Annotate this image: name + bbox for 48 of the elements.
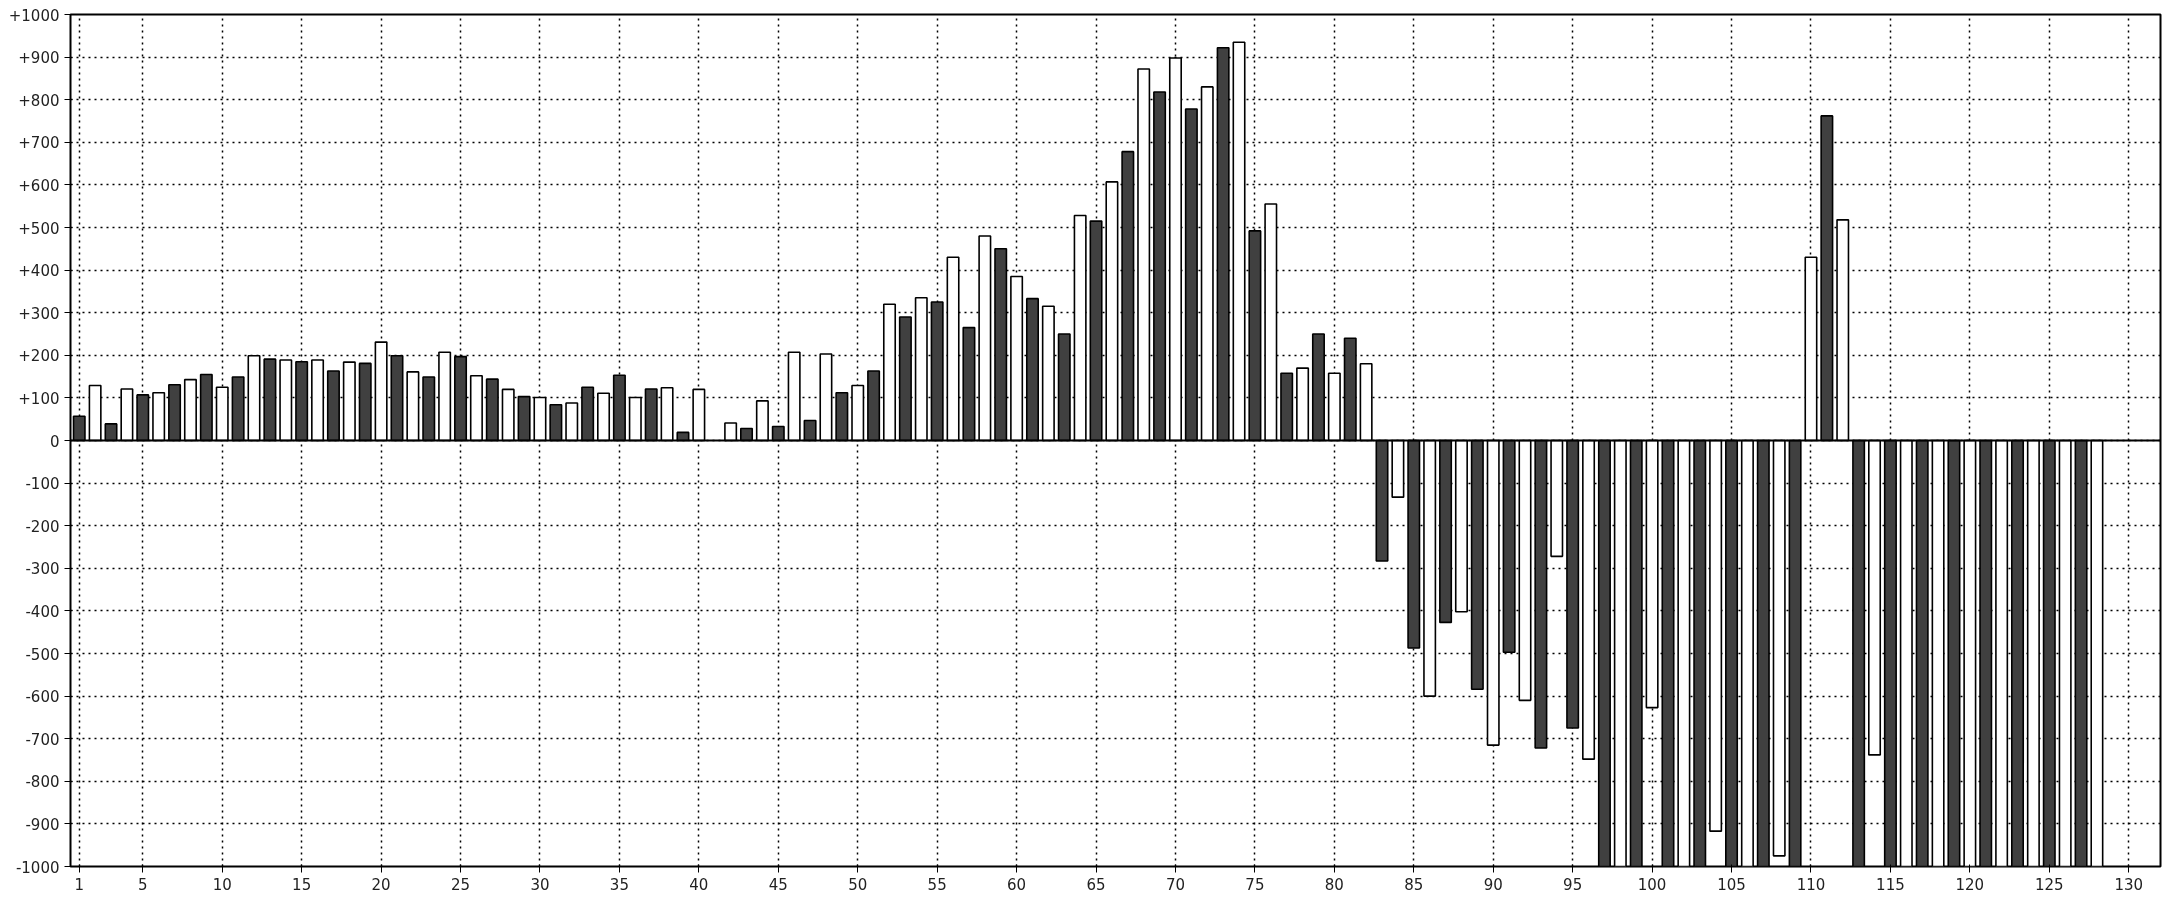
x-tick-label: 55 xyxy=(927,875,947,894)
y-tick-label: -900 xyxy=(25,815,60,834)
y-tick-label: +700 xyxy=(18,134,60,153)
x-tick-label: 50 xyxy=(848,875,868,894)
x-tick-label: 95 xyxy=(1563,875,1583,894)
y-tick-label: -200 xyxy=(25,517,60,536)
y-tick-label: +100 xyxy=(18,389,60,408)
y-tick-label: +600 xyxy=(18,176,60,195)
x-tick-label: 110 xyxy=(1796,875,1826,894)
x-tick-label: 115 xyxy=(1876,875,1905,894)
x-tick-label: 35 xyxy=(609,875,629,894)
y-tick-label: +300 xyxy=(18,304,60,323)
y-tick-label: +1000 xyxy=(8,6,60,25)
x-tick-label: 60 xyxy=(1007,875,1027,894)
x-tick-label: 90 xyxy=(1483,875,1503,894)
y-tick-label: +500 xyxy=(18,219,60,238)
x-tick-label: 80 xyxy=(1324,875,1344,894)
y-tick-label: -600 xyxy=(25,688,60,707)
y-tick-label: -400 xyxy=(25,602,60,621)
x-tick-label: 125 xyxy=(2034,875,2064,894)
x-tick-label: 45 xyxy=(768,875,788,894)
x-tick-label: 25 xyxy=(450,875,471,894)
y-tick-label: -1000 xyxy=(15,858,60,877)
x-tick-label: 15 xyxy=(292,875,312,894)
x-tick-label: 30 xyxy=(530,875,550,894)
y-tick-label: -700 xyxy=(25,730,60,749)
x-tick-label: 10 xyxy=(212,875,232,894)
y-tick-label: +400 xyxy=(18,262,60,281)
y-tick-label: 0 xyxy=(49,432,60,451)
y-tick-label: +800 xyxy=(18,91,60,110)
x-tick-label: 5 xyxy=(138,875,148,894)
x-tick-label: 130 xyxy=(2114,875,2144,894)
y-tick-label: -500 xyxy=(25,645,60,664)
x-tick-label: 65 xyxy=(1086,875,1106,894)
x-tick-label: 100 xyxy=(1637,875,1667,894)
y-tick-label: +200 xyxy=(18,347,60,366)
x-tick-label: 75 xyxy=(1245,875,1265,894)
x-tick-label: 40 xyxy=(689,875,709,894)
y-tick-label: -100 xyxy=(25,475,60,494)
x-tick-label: 20 xyxy=(371,875,391,894)
y-tick-label: -300 xyxy=(25,560,60,579)
x-tick-label: 120 xyxy=(1955,875,1985,894)
y-tick-label: -800 xyxy=(25,773,60,792)
x-tick-label: 1 xyxy=(74,875,85,894)
x-tick-label: 70 xyxy=(1165,875,1186,894)
x-tick-label: 105 xyxy=(1717,875,1746,894)
y-tick-label: +900 xyxy=(18,49,60,68)
x-tick-label: 85 xyxy=(1404,875,1424,894)
